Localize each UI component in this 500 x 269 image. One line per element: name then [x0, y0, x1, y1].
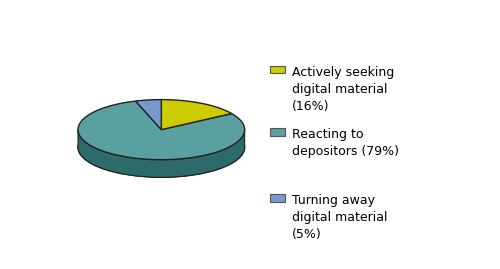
- Polygon shape: [78, 101, 244, 160]
- Ellipse shape: [78, 117, 244, 177]
- Polygon shape: [78, 130, 244, 177]
- Text: Actively seeking
digital material
(16%): Actively seeking digital material (16%): [292, 66, 394, 113]
- Bar: [270, 66, 284, 73]
- Bar: [270, 128, 284, 136]
- Text: Turning away
digital material
(5%): Turning away digital material (5%): [292, 194, 388, 241]
- Bar: [270, 194, 284, 202]
- Polygon shape: [136, 100, 162, 130]
- Polygon shape: [162, 100, 232, 130]
- Text: Reacting to
depositors (79%): Reacting to depositors (79%): [292, 128, 400, 158]
